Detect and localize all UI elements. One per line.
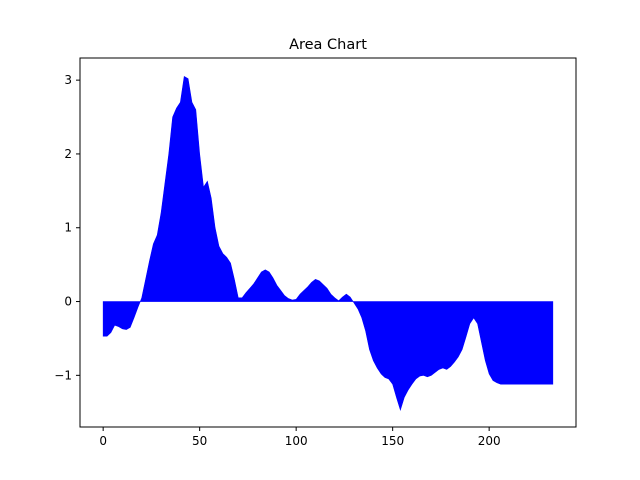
y-tick-label: 2	[64, 147, 72, 161]
chart-title: Area Chart	[289, 37, 367, 53]
axes-frame	[79, 57, 577, 428]
y-tick-label: 1	[64, 221, 72, 235]
x-axis: 0 50 100 150 200	[99, 427, 501, 448]
x-tick-label: 50	[192, 434, 207, 448]
y-tick-label: −1	[54, 368, 72, 382]
y-tick-label: 0	[64, 295, 72, 309]
x-tick-label: 150	[381, 434, 404, 448]
plot-area	[102, 75, 554, 412]
y-tick-label: 3	[64, 73, 72, 87]
area-series	[102, 75, 554, 412]
y-axis: −1 0 1 2 3	[54, 73, 80, 382]
x-tick-label: 0	[99, 434, 107, 448]
x-tick-label: 200	[478, 434, 501, 448]
x-tick-label: 100	[285, 434, 308, 448]
